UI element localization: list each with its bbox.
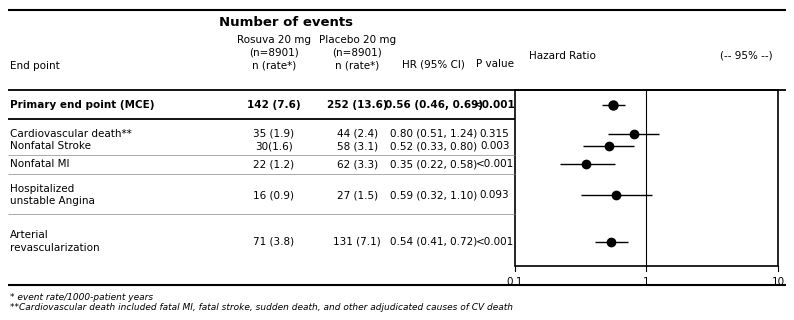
Text: 0.093: 0.093: [480, 190, 510, 200]
Text: 0.52 (0.33, 0.80): 0.52 (0.33, 0.80): [390, 141, 477, 151]
Text: Hazard Ratio: Hazard Ratio: [529, 51, 596, 61]
Text: 27 (1.5): 27 (1.5): [337, 190, 378, 200]
Text: 30(1.6): 30(1.6): [255, 141, 293, 151]
Text: 252 (13.6): 252 (13.6): [327, 100, 387, 110]
Text: <0.001: <0.001: [474, 100, 515, 110]
Text: 22 (1.2): 22 (1.2): [253, 159, 295, 169]
Text: Arterial
revascularization: Arterial revascularization: [10, 230, 100, 253]
Text: 142 (7.6): 142 (7.6): [247, 100, 301, 110]
Text: <0.001: <0.001: [476, 159, 514, 169]
Text: 0.54 (0.41, 0.72): 0.54 (0.41, 0.72): [390, 236, 477, 247]
Text: 71 (3.8): 71 (3.8): [253, 236, 295, 247]
Text: Nonfatal Stroke: Nonfatal Stroke: [10, 141, 91, 151]
Text: 131 (7.1): 131 (7.1): [333, 236, 381, 247]
Text: Number of events: Number of events: [219, 16, 353, 29]
Text: Placebo 20 mg
(n=8901)
n (rate*): Placebo 20 mg (n=8901) n (rate*): [318, 36, 396, 70]
Text: * event rate/1000-patient years: * event rate/1000-patient years: [10, 293, 153, 302]
Text: End point: End point: [10, 60, 60, 71]
Text: 44 (2.4): 44 (2.4): [337, 129, 378, 139]
Text: **Cardiovascular death included fatal MI, fatal stroke, sudden death, and other : **Cardiovascular death included fatal MI…: [10, 303, 514, 312]
Text: 0.35 (0.22, 0.58): 0.35 (0.22, 0.58): [390, 159, 477, 169]
Text: Cardiovascular death**: Cardiovascular death**: [10, 129, 132, 139]
Text: 62 (3.3): 62 (3.3): [337, 159, 378, 169]
Text: HR (95% CI): HR (95% CI): [402, 59, 465, 69]
Text: 0.80 (0.51, 1.24): 0.80 (0.51, 1.24): [390, 129, 477, 139]
Text: 0.56 (0.46, 0.69): 0.56 (0.46, 0.69): [384, 100, 483, 110]
Text: 10: 10: [772, 277, 784, 287]
Text: 0.003: 0.003: [480, 141, 510, 151]
Text: 58 (3.1): 58 (3.1): [337, 141, 378, 151]
Text: 0.59 (0.32, 1.10): 0.59 (0.32, 1.10): [390, 190, 477, 200]
Text: 1: 1: [643, 277, 649, 287]
Text: 0.1: 0.1: [507, 277, 522, 287]
Bar: [515, 90, 778, 266]
Text: 35 (1.9): 35 (1.9): [253, 129, 295, 139]
Text: P value: P value: [476, 59, 514, 69]
Text: Hospitalized
unstable Angina: Hospitalized unstable Angina: [10, 184, 95, 206]
Text: Nonfatal MI: Nonfatal MI: [10, 159, 70, 169]
Text: 16 (0.9): 16 (0.9): [253, 190, 295, 200]
Text: 0.315: 0.315: [480, 129, 510, 139]
Text: Primary end point (MCE): Primary end point (MCE): [10, 100, 155, 110]
Text: <0.001: <0.001: [476, 236, 514, 247]
Text: Rosuva 20 mg
(n=8901)
n (rate*): Rosuva 20 mg (n=8901) n (rate*): [237, 36, 311, 70]
Text: (-- 95% --): (-- 95% --): [720, 51, 773, 61]
